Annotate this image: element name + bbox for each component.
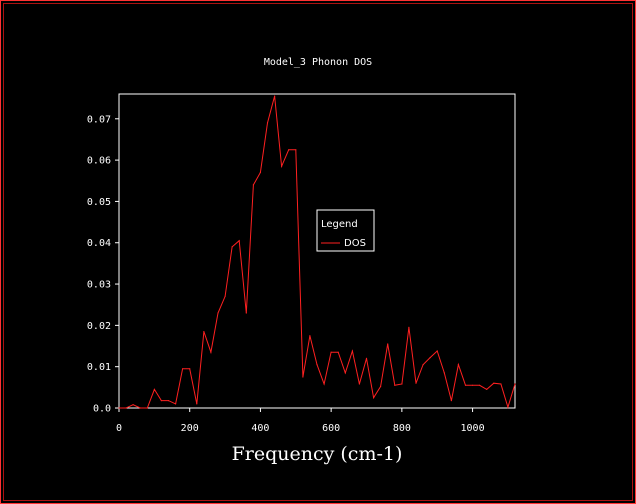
y-tick-label: 0.07 bbox=[87, 114, 111, 125]
data-point bbox=[238, 240, 240, 242]
data-point bbox=[365, 357, 368, 359]
x-tick-label: 1000 bbox=[461, 423, 485, 434]
data-point bbox=[125, 407, 127, 409]
data-point bbox=[281, 165, 283, 167]
data-point bbox=[415, 382, 417, 384]
data-point bbox=[245, 312, 247, 314]
x-tick-label: 200 bbox=[181, 423, 199, 434]
legend-box bbox=[316, 209, 375, 252]
data-point bbox=[231, 246, 233, 248]
data-point bbox=[182, 368, 184, 370]
data-point bbox=[344, 372, 346, 374]
data-point bbox=[252, 184, 254, 186]
x-tick-label: 400 bbox=[251, 423, 269, 434]
data-point bbox=[457, 364, 459, 366]
data-point bbox=[429, 357, 431, 359]
y-axis: 0.0 0.01 0.02 0.03 0.04 0.05 0.06 0.07 bbox=[87, 114, 119, 415]
legend-title: Legend bbox=[321, 219, 358, 230]
data-point bbox=[295, 149, 297, 151]
x-tick-label: 800 bbox=[393, 423, 411, 434]
data-point bbox=[203, 331, 205, 333]
y-tick-label: 0.01 bbox=[87, 362, 111, 373]
data-point bbox=[217, 312, 219, 314]
chart-title: Model_3 Phonon DOS bbox=[264, 57, 372, 68]
data-point bbox=[189, 368, 191, 370]
data-point bbox=[422, 364, 424, 366]
data-point bbox=[274, 95, 276, 97]
y-tick-label: 0.06 bbox=[87, 156, 111, 167]
data-point bbox=[443, 372, 445, 374]
series-line-dos bbox=[119, 95, 516, 409]
data-point bbox=[146, 407, 148, 409]
data-point bbox=[394, 384, 396, 386]
data-point bbox=[302, 376, 304, 378]
series-layer bbox=[118, 95, 516, 409]
data-point bbox=[387, 343, 389, 345]
x-tick-label: 0 bbox=[116, 423, 122, 434]
y-tick-label: 0.0 bbox=[93, 404, 111, 415]
x-axis: 0 200 400 600 800 1000 bbox=[116, 408, 485, 434]
data-point bbox=[493, 382, 495, 384]
data-point bbox=[139, 407, 141, 409]
data-point bbox=[309, 335, 311, 337]
data-point bbox=[450, 400, 452, 402]
data-point bbox=[351, 350, 353, 352]
data-point bbox=[358, 383, 360, 385]
x-axis-label: Frequency (cm-1) bbox=[232, 443, 403, 465]
data-point bbox=[323, 383, 325, 385]
plot-area bbox=[118, 93, 516, 409]
data-point bbox=[175, 403, 177, 405]
data-point bbox=[132, 404, 134, 406]
data-point bbox=[500, 383, 502, 385]
data-point bbox=[436, 350, 438, 352]
x-tick-label: 600 bbox=[322, 423, 340, 434]
data-point bbox=[167, 400, 170, 402]
data-point bbox=[337, 351, 339, 353]
data-point bbox=[464, 384, 467, 386]
data-point bbox=[316, 364, 318, 366]
y-tick-label: 0.05 bbox=[87, 197, 111, 208]
data-point bbox=[288, 149, 290, 151]
legend-entry-dos: DOS bbox=[344, 238, 366, 249]
data-point bbox=[118, 407, 120, 409]
y-tick-label: 0.02 bbox=[87, 321, 111, 332]
y-tick-label: 0.03 bbox=[87, 280, 111, 291]
data-point bbox=[224, 295, 226, 297]
data-point bbox=[373, 397, 375, 399]
data-point bbox=[330, 351, 332, 353]
data-point bbox=[401, 383, 403, 385]
data-point bbox=[486, 388, 488, 390]
window-inner-border bbox=[3, 3, 633, 501]
data-point bbox=[153, 388, 155, 390]
data-point bbox=[380, 385, 382, 388]
data-point bbox=[514, 383, 516, 385]
data-point bbox=[160, 400, 162, 402]
y-tick-label: 0.04 bbox=[87, 238, 111, 249]
data-point bbox=[507, 406, 509, 408]
data-point bbox=[408, 326, 410, 328]
data-point bbox=[210, 351, 212, 353]
data-point bbox=[196, 403, 198, 405]
data-point bbox=[266, 122, 269, 124]
data-point bbox=[472, 384, 474, 386]
data-point bbox=[479, 384, 481, 386]
series-points bbox=[118, 95, 516, 409]
legend: Legend DOS bbox=[316, 209, 375, 252]
data-point bbox=[259, 171, 261, 174]
